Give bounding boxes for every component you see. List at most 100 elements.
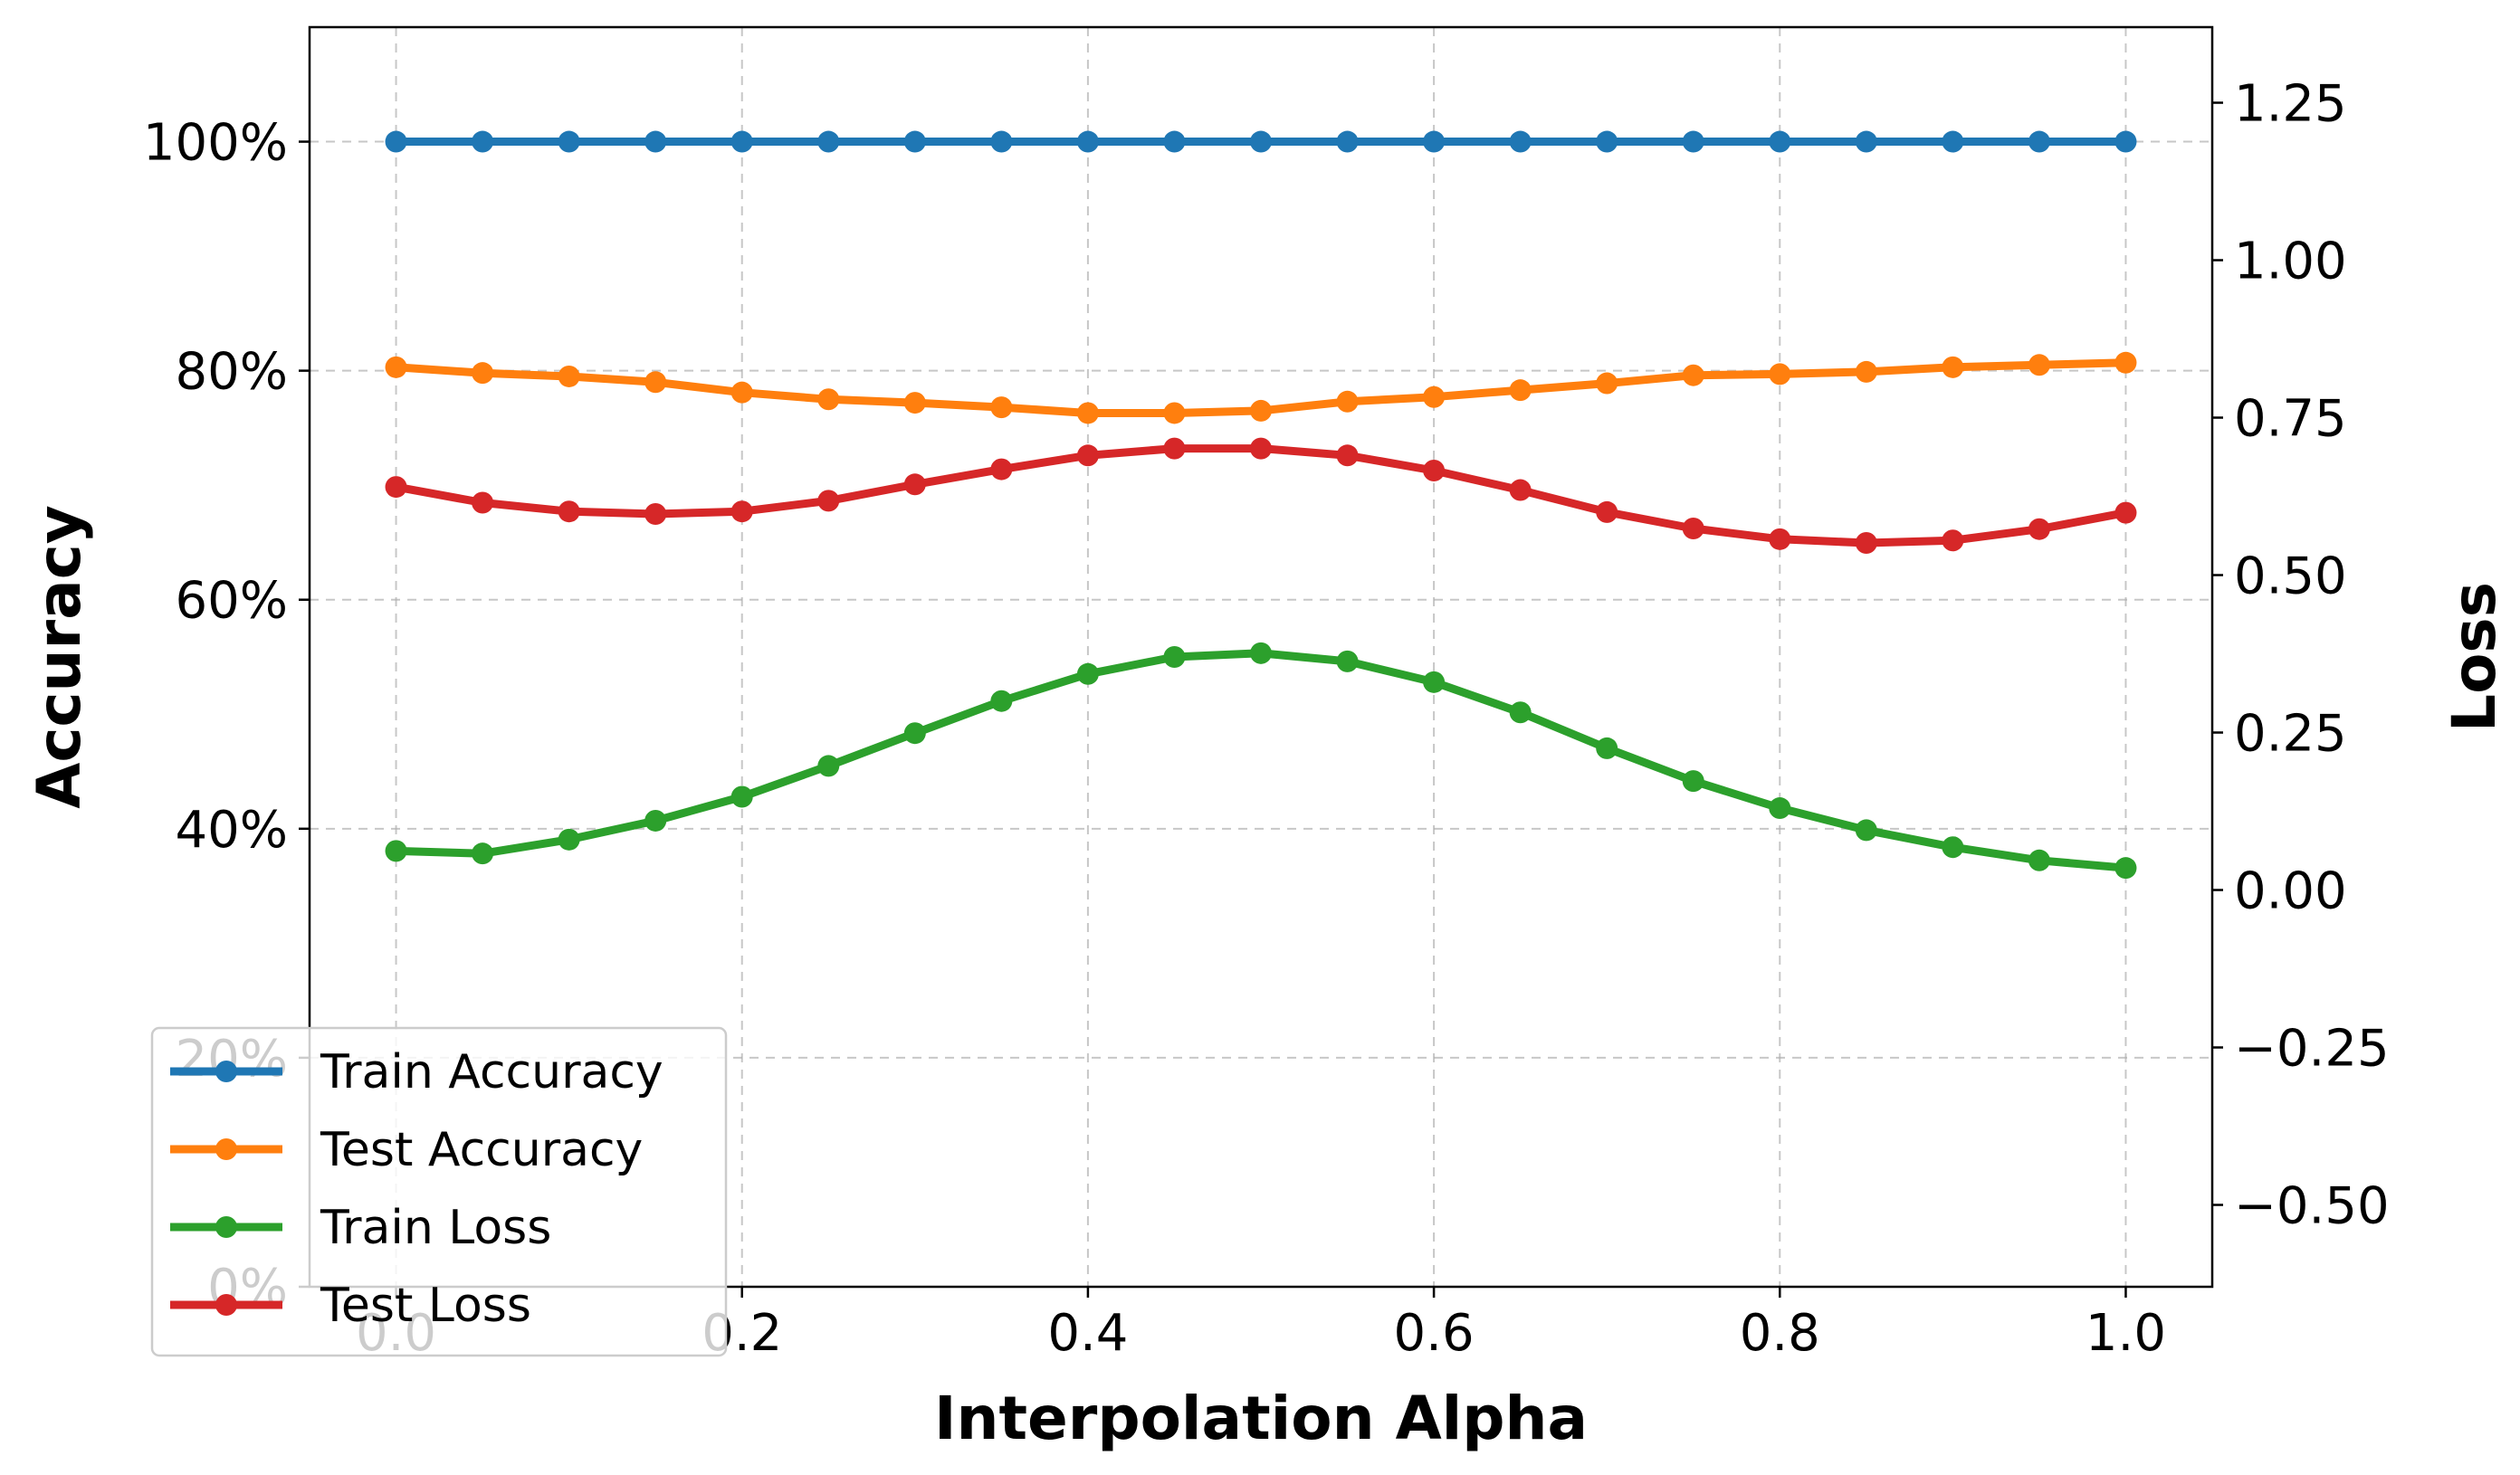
data-point xyxy=(1423,130,1446,153)
data-point xyxy=(1423,385,1446,408)
data-point xyxy=(730,785,753,808)
legend-marker xyxy=(215,1294,237,1316)
data-point xyxy=(1336,130,1359,153)
y-tick-label-right: 0.00 xyxy=(2234,862,2347,921)
series-train-accuracy xyxy=(385,130,2137,153)
data-point xyxy=(990,396,1013,419)
data-point xyxy=(1942,836,1964,859)
data-point xyxy=(1163,437,1186,460)
data-point xyxy=(817,130,840,153)
data-point xyxy=(1769,130,1791,153)
data-point xyxy=(1509,701,1532,724)
data-point xyxy=(1855,819,1877,842)
y-tick-label-right: −0.50 xyxy=(2234,1177,2390,1236)
data-point xyxy=(1509,479,1532,501)
data-point xyxy=(1596,500,1618,523)
data-point xyxy=(644,130,667,153)
data-point xyxy=(1163,130,1186,153)
data-point xyxy=(1336,444,1359,467)
data-point xyxy=(2028,849,2050,871)
legend-entry: Test Accuracy xyxy=(170,1123,643,1177)
data-point xyxy=(1596,130,1618,153)
y-tick-label-right: 1.00 xyxy=(2234,233,2347,291)
data-point xyxy=(2114,857,2137,880)
data-point xyxy=(558,500,580,523)
data-point xyxy=(2028,354,2050,376)
data-point xyxy=(1509,130,1532,153)
data-point xyxy=(1336,650,1359,672)
data-point xyxy=(1596,737,1618,759)
data-point xyxy=(1855,130,1877,153)
data-point xyxy=(1163,646,1186,668)
series-test-loss xyxy=(385,437,2137,555)
legend-box xyxy=(150,1026,728,1357)
y-axis-title-left: Accuracy xyxy=(24,505,94,809)
legend-label: Train Loss xyxy=(320,1201,551,1255)
legend-label: Test Loss xyxy=(320,1279,531,1333)
data-point xyxy=(1509,379,1532,402)
data-point xyxy=(385,356,407,378)
data-point xyxy=(1336,390,1359,413)
data-point xyxy=(2028,518,2050,540)
data-point xyxy=(1769,363,1791,385)
data-point xyxy=(1076,402,1099,424)
y-tick-label-right: 1.25 xyxy=(2234,75,2347,134)
series-train-loss xyxy=(385,642,2137,880)
legend-marker xyxy=(215,1061,237,1082)
data-point xyxy=(1076,130,1099,153)
data-point xyxy=(990,130,1013,153)
data-point xyxy=(558,828,580,851)
data-point xyxy=(558,365,580,387)
data-point xyxy=(817,490,840,512)
data-point xyxy=(472,130,494,153)
y-tick-label-right: 0.50 xyxy=(2234,547,2347,606)
data-point xyxy=(990,690,1013,712)
data-point xyxy=(1942,529,1964,552)
y-axis-title-right: Loss xyxy=(2439,582,2509,732)
data-point xyxy=(644,371,667,394)
y-tick-label-left: 80% xyxy=(176,343,288,402)
legend-entries: Train Accuracy Test Accuracy Train Loss Tes… xyxy=(170,1045,663,1333)
legend-entry: Train Loss xyxy=(170,1201,551,1255)
data-point xyxy=(903,722,926,745)
data-point xyxy=(644,503,667,526)
y-tick-label-right: −0.25 xyxy=(2234,1020,2390,1079)
y-tick-label-right: 0.25 xyxy=(2234,705,2347,764)
legend-entry: Test Loss xyxy=(170,1279,531,1333)
data-point xyxy=(730,130,753,153)
data-point xyxy=(1076,662,1099,685)
data-point xyxy=(903,392,926,414)
data-point xyxy=(1682,518,1704,540)
data-point xyxy=(2114,501,2137,524)
data-point xyxy=(2028,130,2050,153)
data-point xyxy=(385,130,407,153)
legend: Train Accuracy Test Accuracy Train Loss Tes… xyxy=(150,1026,728,1357)
data-point xyxy=(385,476,407,499)
series-test-accuracy xyxy=(385,351,2137,424)
data-point xyxy=(1769,528,1791,550)
data-point xyxy=(385,840,407,862)
data-point xyxy=(472,491,494,514)
data-point xyxy=(1250,642,1272,664)
plot-frame xyxy=(308,25,2214,1289)
data-point xyxy=(1250,130,1272,153)
y-tick-label-right: 0.75 xyxy=(2234,390,2347,449)
x-axis-title: Interpolation Alpha xyxy=(934,1384,1588,1453)
data-point xyxy=(2114,351,2137,374)
data-point xyxy=(817,388,840,411)
data-point xyxy=(1250,437,1272,460)
legend-marker xyxy=(215,1216,237,1238)
x-tick-label: 0.4 xyxy=(1047,1304,1128,1363)
data-point xyxy=(1682,770,1704,793)
series-layer xyxy=(385,130,2137,880)
data-point xyxy=(1423,459,1446,481)
data-point xyxy=(1596,372,1618,395)
data-point xyxy=(1076,444,1099,467)
y-tick-label-left: 100% xyxy=(143,114,288,173)
data-point xyxy=(1682,130,1704,153)
data-point xyxy=(1250,399,1272,422)
data-point xyxy=(730,381,753,404)
data-point xyxy=(558,130,580,153)
y-tick-label-left: 60% xyxy=(176,572,288,631)
data-point xyxy=(1855,532,1877,555)
